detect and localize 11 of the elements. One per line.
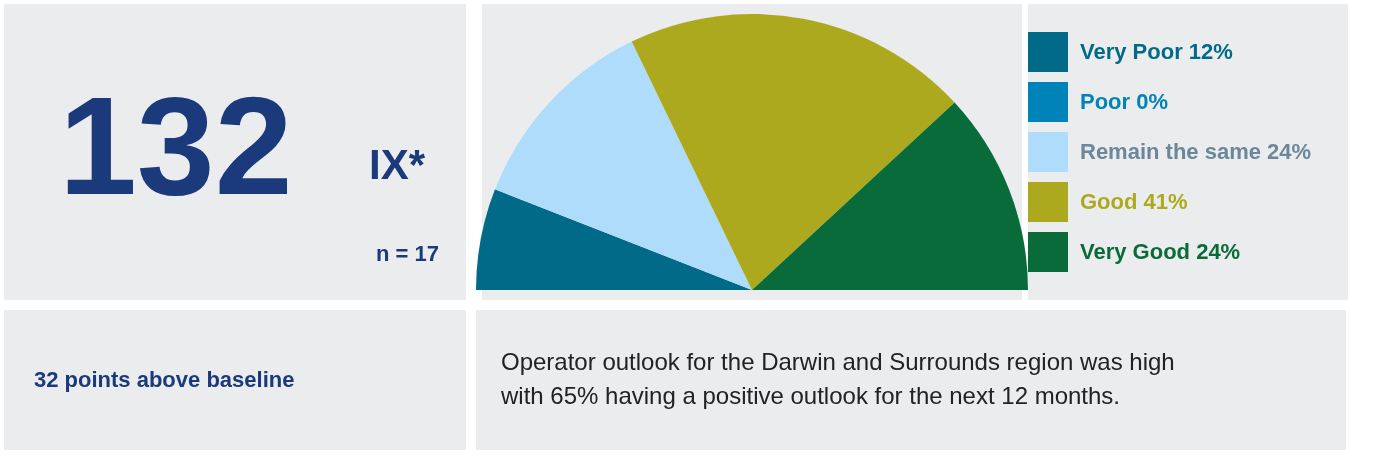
text: IX* (369, 141, 426, 188)
text: Operator outlook for the Darwin and Surrounds region was high (501, 347, 1175, 375)
text: 132 (59, 67, 293, 224)
legend-label: Very Poor 12% (1080, 39, 1233, 64)
text: with 65% having a positive outlook for the next 12 months. (500, 382, 1121, 410)
legend-label: Poor 0% (1080, 89, 1169, 114)
legend-label: Remain the same 24% (1080, 139, 1312, 164)
text: 32 points above baseline (34, 367, 295, 392)
text: n = 17 (376, 241, 439, 266)
legend-label: Very Good 24% (1080, 239, 1241, 264)
legend-label: Good 41% (1080, 189, 1188, 214)
